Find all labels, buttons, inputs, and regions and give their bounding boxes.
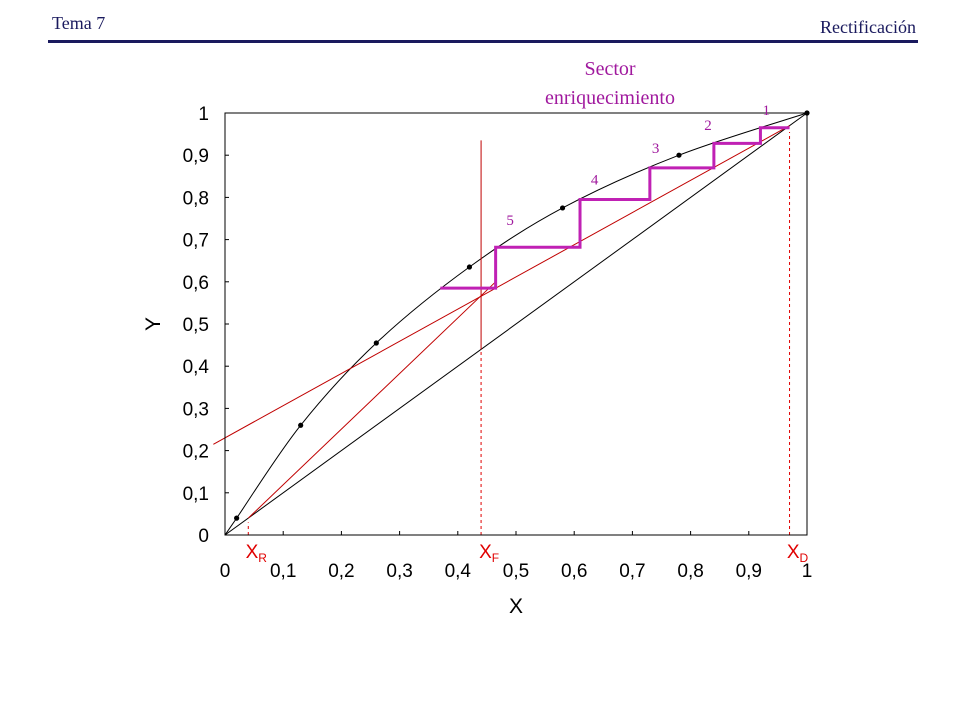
y-tick-label: 0,8 (183, 188, 209, 209)
diagonal-line (224, 112, 808, 536)
y-tick-label: 0,7 (183, 231, 209, 252)
stage-label: 2 (704, 118, 712, 134)
x-tick-label: 0,2 (328, 561, 354, 582)
y-tick-label: 0,3 (183, 399, 209, 420)
y-tick-label: 0,6 (183, 273, 209, 294)
x-tick-label: 0,4 (445, 561, 472, 582)
marker-label-xr: XR (246, 542, 268, 565)
x-tick-label: 0,8 (677, 561, 703, 582)
equilibrium-point (559, 205, 566, 211)
x-tick-label: 0,5 (503, 561, 529, 582)
marker-subscript: F (492, 551, 499, 565)
stage-steps (440, 126, 790, 290)
y-tick-label: 0,1 (183, 484, 209, 505)
y-tick-label: 0,4 (183, 357, 210, 378)
x-tick-label: 0 (220, 561, 231, 582)
y-tick-label: 0 (198, 526, 209, 547)
sector-annotation-line1: Sector (584, 58, 635, 80)
equilibrium-point (676, 152, 682, 158)
y-tick-label: 0,5 (183, 315, 209, 336)
x-tick-label: 0,1 (270, 561, 296, 582)
enriching-operating-line (213, 125, 790, 445)
stage-label: 1 (763, 103, 771, 119)
equilibrium-point (804, 110, 810, 116)
x-tick-label: 0,3 (386, 561, 412, 582)
equilibrium-point (234, 515, 240, 521)
x-tick-label: 1 (802, 561, 813, 582)
header-divider (48, 40, 918, 43)
equilibrium-point (298, 422, 304, 428)
marker-label-xd: XD (787, 542, 809, 565)
y-tick-label: 0,9 (183, 146, 209, 167)
marker-label-xf: XF (479, 542, 499, 565)
header-topic: Tema 7 (52, 13, 106, 33)
header-title: Rectificación (820, 17, 916, 37)
stage-label: 5 (506, 213, 514, 229)
y-axis-label: Y (142, 317, 165, 331)
stripping-operating-line (247, 281, 496, 519)
y-tick-label: 1 (198, 104, 209, 125)
y-tick-label: 0,2 (183, 442, 209, 463)
marker-subscript: R (258, 551, 267, 565)
equilibrium-point (466, 264, 473, 270)
equilibrium-point (373, 340, 379, 346)
x-tick-label: 0,9 (736, 561, 762, 582)
stage-label: 4 (591, 173, 599, 189)
x-tick-label: 0,7 (619, 561, 645, 582)
stage-label: 3 (652, 141, 660, 157)
x-axis-label: X (509, 595, 523, 618)
x-tick-label: 0,6 (561, 561, 587, 582)
marker-subscript: D (800, 551, 809, 565)
sector-annotation-line2: enriquecimiento (545, 87, 675, 109)
